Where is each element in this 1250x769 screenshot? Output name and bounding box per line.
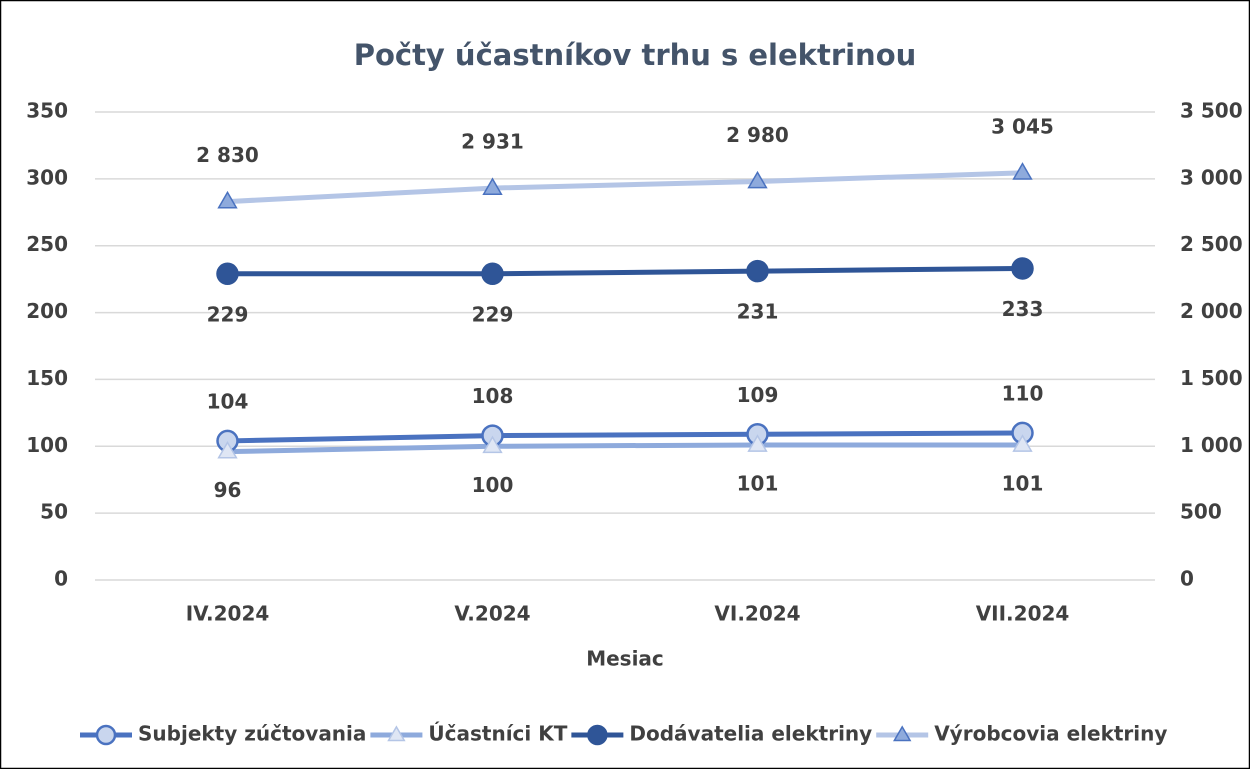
data-label: 2 931 <box>461 130 524 154</box>
y-tick-label: 50 <box>40 500 68 524</box>
y2-tick-label: 1 500 <box>1180 366 1243 390</box>
data-label: 229 <box>472 302 514 326</box>
marker <box>747 170 768 189</box>
legend-label: Výrobcovia elektriny <box>934 722 1167 746</box>
data-label: 101 <box>737 471 779 495</box>
data-label: 104 <box>207 389 249 413</box>
data-label: 3 045 <box>991 114 1054 138</box>
chart-title: Počty účastníkov trhu s elektrinou <box>354 38 917 72</box>
y-tick-label: 150 <box>26 366 68 390</box>
legend-label: Subjekty zúčtovania <box>138 722 366 746</box>
y-tick-label: 0 <box>54 567 68 591</box>
data-label: 233 <box>1002 297 1044 321</box>
data-label: 100 <box>472 473 514 497</box>
marker <box>1012 162 1033 180</box>
marker <box>217 190 238 209</box>
legend-label: Účastníci KT <box>428 722 567 746</box>
legend-marker <box>893 725 912 742</box>
data-label: 229 <box>207 302 249 326</box>
y2-tick-label: 1 000 <box>1180 433 1243 457</box>
series-line <box>225 442 1025 455</box>
legend-marker <box>387 725 406 742</box>
data-label: 109 <box>737 383 779 407</box>
y-tick-label: 250 <box>26 232 68 256</box>
y2-tick-label: 3 500 <box>1180 99 1243 123</box>
y2-tick-label: 0 <box>1180 567 1194 591</box>
y-tick-label: 300 <box>26 165 68 189</box>
legend-marker <box>95 724 117 746</box>
x-tick-label: IV.2024 <box>186 602 270 626</box>
marker <box>1012 434 1033 452</box>
data-label: 110 <box>1002 381 1044 405</box>
x-tick-label: VII.2024 <box>976 602 1070 626</box>
marker <box>217 440 238 459</box>
series-line <box>225 430 1025 444</box>
x-axis-title: Mesiac <box>586 647 664 671</box>
x-tick-label: VI.2024 <box>714 602 800 626</box>
marker <box>482 177 503 195</box>
legend-label: Dodávatelia elektriny <box>629 722 872 746</box>
marker <box>216 262 239 286</box>
data-label: 108 <box>472 384 514 408</box>
marker <box>1011 257 1034 280</box>
data-label: 101 <box>1002 471 1044 495</box>
marker <box>746 259 769 283</box>
y-tick-label: 100 <box>26 433 68 457</box>
legend-marker <box>587 724 608 746</box>
series-line <box>225 170 1025 205</box>
data-label: 2 830 <box>196 143 259 167</box>
y-tick-label: 200 <box>26 299 68 323</box>
data-label: 96 <box>214 478 242 502</box>
y2-tick-label: 2 000 <box>1180 299 1243 323</box>
y2-tick-label: 3 000 <box>1180 165 1243 189</box>
x-tick-label: V.2024 <box>454 602 530 626</box>
y-tick-label: 350 <box>26 99 68 123</box>
y2-tick-label: 2 500 <box>1180 232 1243 256</box>
data-label: 231 <box>737 300 779 324</box>
y2-tick-label: 500 <box>1180 500 1222 524</box>
data-label: 2 980 <box>726 123 789 147</box>
marker <box>482 435 503 454</box>
marker <box>747 434 768 452</box>
marker <box>481 262 504 286</box>
series-line <box>225 265 1025 277</box>
